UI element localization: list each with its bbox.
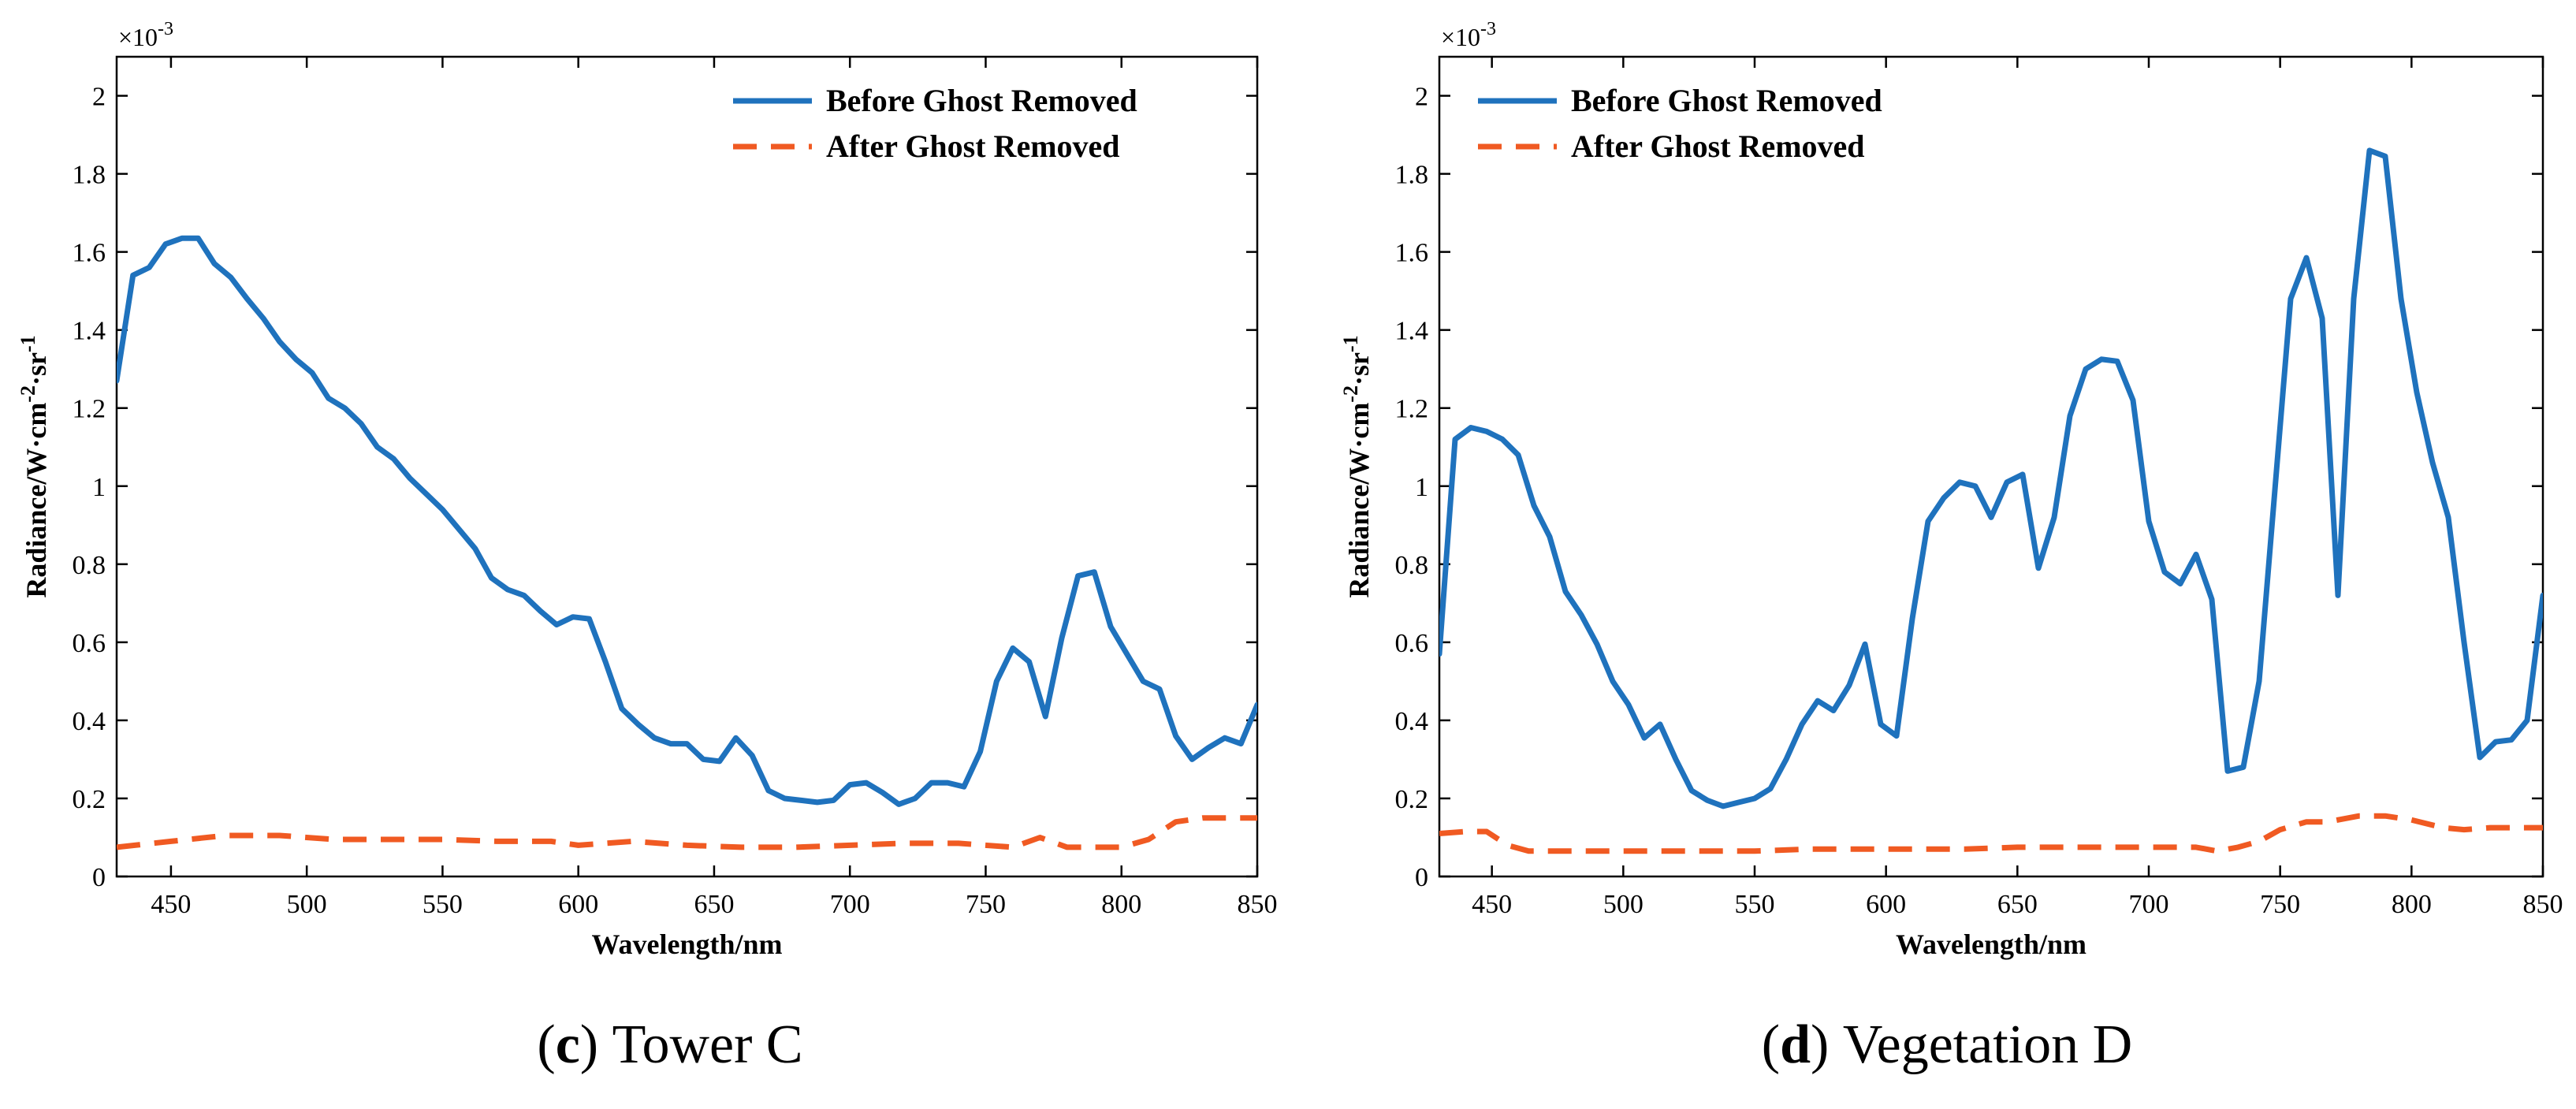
x-tick-label: 700 — [830, 890, 870, 919]
y-axis-label-superscript: -1 — [1339, 335, 1362, 352]
y-tick-label: 0.6 — [73, 629, 106, 658]
y-tick-label: 1.6 — [73, 239, 106, 268]
y-tick-label: 0.6 — [1395, 629, 1429, 658]
axis-exponent-base: ×10 — [1441, 23, 1480, 51]
legend-label-before: Before Ghost Removed — [826, 83, 1137, 118]
panel-caption: (c) Tower C — [537, 1014, 802, 1075]
caption-letter: c — [556, 1014, 580, 1075]
caption-paren-open: ( — [1762, 1014, 1780, 1075]
y-tick-label: 1.4 — [73, 317, 106, 346]
x-tick-label: 800 — [1101, 890, 1141, 919]
caption-letter: d — [1780, 1014, 1811, 1075]
y-tick-label: 0.4 — [73, 707, 106, 736]
x-tick-label: 850 — [1238, 890, 1278, 919]
y-tick-label: 0.2 — [73, 785, 106, 814]
series-line-after-ghost-removed — [1439, 813, 2543, 854]
x-tick-label: 650 — [694, 890, 734, 919]
y-tick-label: 1.8 — [73, 161, 106, 190]
x-tick-label: 850 — [2523, 890, 2563, 919]
axes-box — [115, 55, 1259, 878]
y-axis-label-text: ·sr — [20, 352, 52, 385]
y-tick-label: 0.4 — [1395, 707, 1429, 736]
x-tick-label: 650 — [1997, 890, 2038, 919]
y-tick-label: 0 — [1415, 863, 1428, 892]
x-tick-label: 600 — [558, 890, 598, 919]
chart-panel-vegetation-d: 0 0.2 0.4 0.6 0.8 1 1.2 1.4 1.6 1.8 2 450 500 550 600 6… — [1339, 19, 2563, 1075]
axis-exponent-label: ×10-3 — [1441, 19, 1496, 51]
y-tick-label: 0.8 — [73, 551, 106, 580]
caption-paren-close: ) — [1811, 1014, 1829, 1075]
panel-caption: (d) Vegetation D — [1762, 1014, 2132, 1075]
x-tick-label: 500 — [1603, 890, 1644, 919]
x-axis-label: Wavelength/nm — [1896, 929, 2086, 960]
x-tick-label: 450 — [151, 890, 191, 919]
series-line-before-ghost-removed — [117, 235, 1257, 807]
y-axis-label: Radiance/W·cm-2·sr-1 — [1339, 335, 1375, 597]
x-tick-label: 750 — [2260, 890, 2300, 919]
x-axis-label: Wavelength/nm — [591, 929, 782, 960]
y-axis-label: Radiance/W·cm-2·sr-1 — [17, 335, 52, 597]
x-tick-label: 500 — [287, 890, 327, 919]
y-tick-label: 0.2 — [1395, 785, 1429, 814]
y-tick-label: 1.2 — [1395, 395, 1429, 424]
axis-exponent-power: -3 — [1480, 19, 1496, 39]
y-tick-label: 0.8 — [1395, 551, 1429, 580]
caption-title: Tower C — [598, 1014, 803, 1075]
y-tick-label: 1 — [1415, 473, 1428, 502]
legend-label-after: After Ghost Removed — [1571, 128, 1865, 164]
caption-title: Vegetation D — [1829, 1014, 2132, 1075]
x-tick-label: 600 — [1866, 890, 1906, 919]
y-axis-label-superscript: -2 — [17, 385, 39, 403]
x-tick-label: 550 — [423, 890, 463, 919]
y-axis-label-text: Radiance/W·cm — [20, 403, 52, 598]
x-tick-label: 800 — [2392, 890, 2432, 919]
caption-paren-close: ) — [580, 1014, 598, 1075]
y-tick-label: 1.4 — [1395, 317, 1429, 346]
legend-label-before: Before Ghost Removed — [1571, 83, 1882, 118]
y-axis-label-superscript: -2 — [1339, 385, 1362, 403]
series-line-after-ghost-removed — [117, 815, 1257, 850]
axes-box — [1438, 55, 2544, 878]
series-line-before-ghost-removed — [1439, 147, 2543, 809]
x-tick-label: 550 — [1735, 890, 1775, 919]
y-axis-label-text: Radiance/W·cm — [1343, 403, 1375, 598]
caption-paren-open: ( — [537, 1014, 555, 1075]
y-tick-label: 1.8 — [1395, 161, 1429, 190]
y-tick-label: 1 — [92, 473, 106, 502]
axis-exponent-power: -3 — [158, 19, 173, 39]
axis-exponent-base: ×10 — [118, 23, 158, 51]
axis-exponent-label: ×10-3 — [118, 19, 173, 51]
x-tick-label: 450 — [1472, 890, 1512, 919]
legend-label-after: After Ghost Removed — [826, 128, 1120, 164]
chart-panel-tower-c: 0 0.2 0.4 0.6 0.8 1 1.2 1.4 1.6 1.8 2 450 500 550 600 6… — [17, 19, 1278, 1075]
y-tick-label: 0 — [92, 863, 106, 892]
y-tick-label: 1.6 — [1395, 239, 1429, 268]
y-tick-label: 2 — [1415, 83, 1428, 112]
x-tick-label: 750 — [966, 890, 1006, 919]
y-axis-label-text: ·sr — [1343, 352, 1375, 385]
y-axis-label-superscript: -1 — [17, 335, 39, 352]
y-tick-label: 2 — [92, 83, 106, 112]
x-tick-label: 700 — [2129, 890, 2169, 919]
y-tick-label: 1.2 — [73, 395, 106, 424]
